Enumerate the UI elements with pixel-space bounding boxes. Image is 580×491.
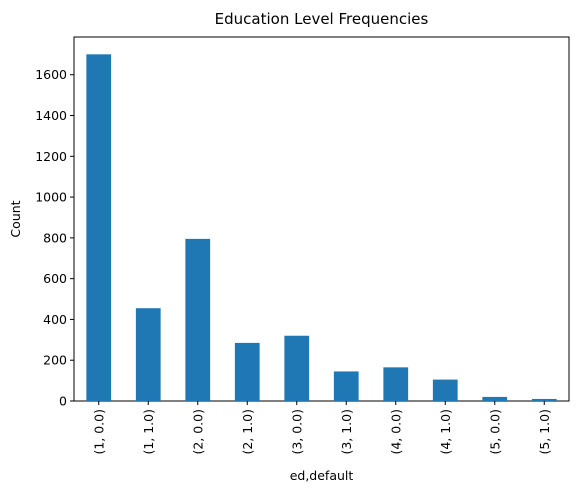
y-tick-label: 1600 xyxy=(35,67,67,82)
bar xyxy=(135,308,161,401)
x-tick-label: (4, 1.0) xyxy=(438,409,453,455)
x-tick-label: (2, 0.0) xyxy=(190,409,205,455)
bar xyxy=(234,342,260,401)
y-axis: 0 200 400 600 800 1000 1200 1400 1600 xyxy=(35,67,74,409)
y-tick-label: 600 xyxy=(43,271,67,286)
chart-title: Education Level Frequencies xyxy=(215,10,429,28)
bar xyxy=(333,371,359,401)
y-axis-title: Count xyxy=(8,200,23,237)
plot-frame xyxy=(73,36,570,402)
x-tick-label: (1, 1.0) xyxy=(141,409,156,455)
x-tick-label: (3, 0.0) xyxy=(289,409,304,455)
x-tick-label: (1, 0.0) xyxy=(91,409,106,455)
x-tick-label: (4, 0.0) xyxy=(388,409,403,455)
y-tick-label: 400 xyxy=(43,312,67,327)
x-tick-label: (2, 1.0) xyxy=(240,409,255,455)
bar xyxy=(432,379,458,401)
y-tick-label: 0 xyxy=(59,394,67,409)
y-tick-label: 1000 xyxy=(35,190,67,205)
x-axis: (1, 0.0) (1, 1.0) (2, 0.0) (2, 1.0) (3, 0.0)… xyxy=(91,401,552,455)
bar xyxy=(383,367,409,401)
y-tick-label: 800 xyxy=(43,230,67,245)
y-tick-label: 1200 xyxy=(35,149,67,164)
bar xyxy=(531,398,557,401)
y-tick-label: 200 xyxy=(43,353,67,368)
x-tick-label: (3, 1.0) xyxy=(339,409,354,455)
y-tick-label: 1400 xyxy=(35,108,67,123)
bar xyxy=(185,238,211,401)
bar-series xyxy=(86,54,557,401)
x-tick-label: (5, 0.0) xyxy=(487,409,502,455)
x-axis-title: ed,default xyxy=(290,468,354,483)
bar xyxy=(284,335,310,401)
x-tick-label: (5, 1.0) xyxy=(537,409,552,455)
bar xyxy=(86,54,112,401)
bar xyxy=(482,396,508,401)
